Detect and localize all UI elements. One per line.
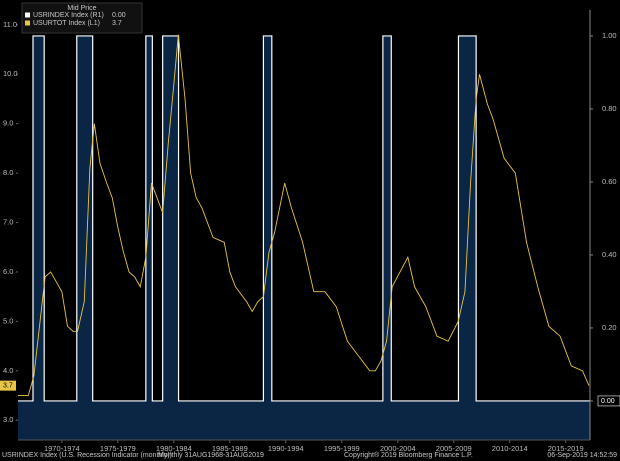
footer-date: 06-Sep-2019 14:52:59 (547, 452, 617, 459)
legend-title: Mid Price (67, 5, 96, 12)
y-tick-label: 8.0 (3, 168, 13, 177)
legend-label: USRINDEX Index (R1) (33, 12, 104, 19)
legend-swatch (25, 20, 30, 26)
y2-tick-label: 0.80 (602, 104, 617, 113)
legend-swatch (25, 12, 30, 18)
x-tick-label: 1980-1984 (156, 444, 192, 453)
x-tick-label: 1975-1979 (100, 444, 136, 453)
y-tick-label: 4.0 (3, 366, 13, 375)
x-tick-label: 1995-1999 (324, 444, 360, 453)
x-tick-label: 2005-2009 (436, 444, 472, 453)
y-tick-label: 3.0 (3, 415, 13, 424)
legend-box (21, 2, 143, 34)
value-tag-label: 0.00 (601, 398, 615, 405)
y-tick-label: 6.0 (3, 267, 13, 276)
footer-copyright: Copyright® 2019 Bloomberg Finance L.P. (344, 451, 473, 459)
x-tick-label: 1990-1994 (268, 444, 304, 453)
y2-tick-label: 0.40 (602, 250, 617, 259)
legend-value: 0.00 (112, 12, 126, 19)
y2-tick-label: 0.20 (602, 323, 617, 332)
legend-label: USURTOT Index (L1) (33, 20, 100, 27)
value-tag (597, 395, 620, 407)
x-tick-label: 2010-2014 (492, 444, 528, 453)
x-tick-label: 1970-1974 (44, 444, 80, 453)
y-tick-label: 9.0 (3, 119, 13, 128)
value-tag (0, 380, 16, 391)
y-tick-label: 11.0 (3, 20, 17, 29)
y2-tick-label: 1.00 (602, 31, 617, 40)
value-tag-label: 3.7 (3, 382, 13, 389)
x-tick-label: 1985-1989 (212, 444, 248, 453)
series-line (18, 35, 590, 402)
y-tick-label: 5.0 (3, 316, 13, 325)
legend-value: 3.7 (112, 20, 122, 27)
y-tick-label: 7.0 (3, 218, 13, 227)
plot (18, 34, 590, 440)
y2-tick-label: 0.60 (602, 177, 617, 186)
footer-range: Monthly 31AUG1968-31AUG2019 (158, 452, 264, 459)
y-tick-label: 10.0 (3, 69, 18, 78)
footer-left: USRINDEX Index (U.S. Recession Indicator… (2, 452, 172, 459)
series-line (18, 34, 590, 396)
x-tick-label: 2015-2019 (548, 444, 584, 453)
x-tick-label: 2000-2004 (380, 444, 416, 453)
